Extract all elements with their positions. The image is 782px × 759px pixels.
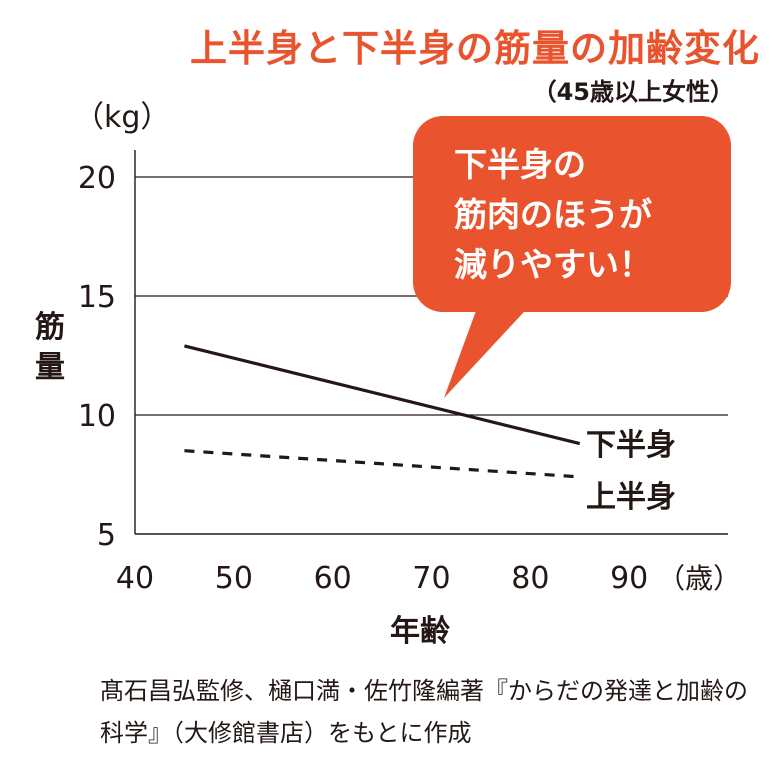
axes bbox=[134, 150, 728, 535]
chart-subtitle: （45歳以上女性） bbox=[532, 78, 734, 106]
y-tick-label: 10 bbox=[78, 399, 116, 434]
x-axis-unit: （歳） bbox=[657, 562, 741, 595]
y-tick-labels: 5 10 15 20 bbox=[78, 161, 116, 553]
y-axis-unit: （kg） bbox=[74, 100, 171, 135]
x-tick-label: 90 bbox=[610, 561, 648, 596]
x-axis-label: 年齢 bbox=[390, 614, 450, 649]
y-axis-label: 筋量 bbox=[35, 310, 65, 385]
series-label-lower-body: 下半身 bbox=[586, 428, 676, 463]
x-tick-label: 80 bbox=[511, 561, 549, 596]
series-line-lower-body bbox=[184, 344, 581, 446]
x-tick-label: 40 bbox=[116, 561, 154, 596]
callout-text: 下半身の 筋肉のほうが 減りやすい！ bbox=[454, 145, 652, 284]
callout-bubble bbox=[413, 116, 731, 312]
source-note: 髙石昌弘監修、樋口満・佐竹隆編著『からだの発達と加齢の科学』（大修館書店）をもと… bbox=[100, 677, 748, 747]
y-tick-label: 15 bbox=[78, 280, 116, 315]
x-tick-labels: 40 50 60 70 80 90 （歳） bbox=[116, 561, 741, 596]
series-line-upper-body bbox=[184, 449, 580, 479]
chart-title: 上半身と下半身の筋量の加齢変化 bbox=[190, 27, 760, 70]
x-tick-label: 60 bbox=[314, 561, 352, 596]
series-lines bbox=[184, 344, 581, 479]
series-label-upper-body: 上半身 bbox=[586, 480, 676, 515]
x-tick-label: 70 bbox=[412, 561, 450, 596]
y-tick-label: 20 bbox=[78, 161, 116, 196]
x-tick-label: 50 bbox=[215, 561, 253, 596]
y-tick-label: 5 bbox=[97, 518, 116, 553]
